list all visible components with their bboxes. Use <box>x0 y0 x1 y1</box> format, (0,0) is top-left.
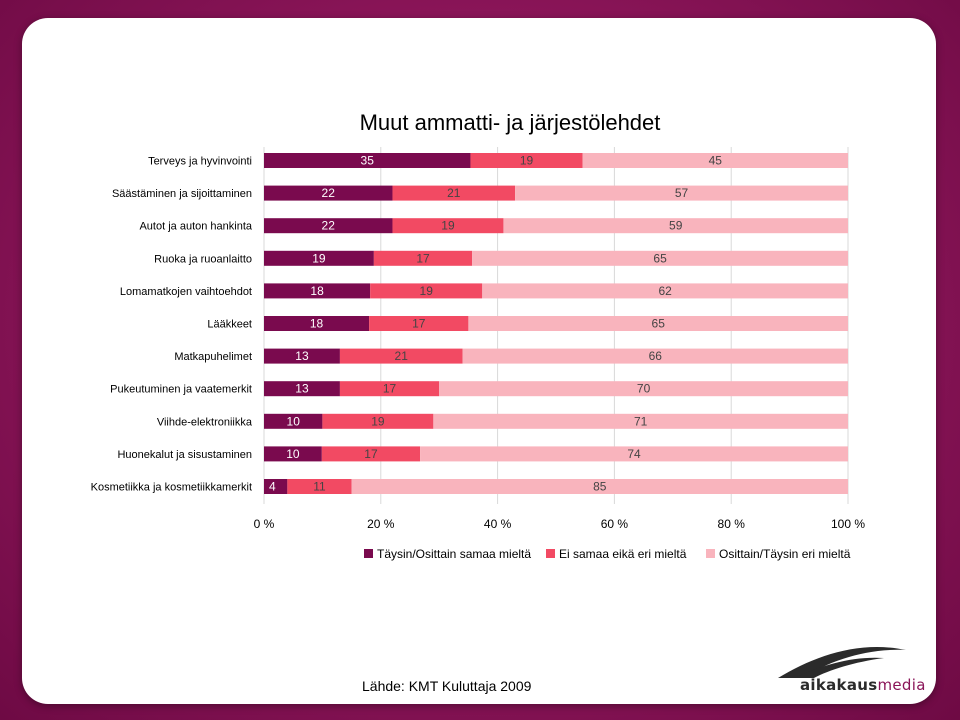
legend-label: Osittain/Täysin eri mieltä <box>719 547 851 561</box>
bar-segment <box>264 446 322 462</box>
bar-segment <box>322 413 434 429</box>
bar-segment <box>433 413 848 429</box>
data-label: 21 <box>395 349 409 363</box>
slide: Muut ammatti- ja järjestölehdet Terveys j… <box>22 18 936 704</box>
data-label: 13 <box>295 349 309 363</box>
data-label: 10 <box>286 447 300 461</box>
x-tick-label: 60 % <box>601 517 629 531</box>
bar-segment <box>264 218 393 234</box>
data-label: 4 <box>269 480 276 494</box>
bar-segment <box>470 153 583 168</box>
bar-segment <box>339 348 463 364</box>
data-label: 21 <box>447 186 461 200</box>
bar-segment <box>370 283 483 299</box>
bar-segment <box>472 250 848 266</box>
data-label: 71 <box>634 414 648 428</box>
data-label: 17 <box>412 317 426 331</box>
bar-segment <box>264 413 323 429</box>
bar-segment <box>351 479 848 494</box>
category-label: Autot ja auton hankinta <box>139 221 252 233</box>
category-label: Terveys ja hyvinvointi <box>148 156 252 168</box>
data-label: 74 <box>627 447 641 461</box>
data-label: 19 <box>441 219 455 233</box>
bar-segment <box>482 283 848 299</box>
data-label: 66 <box>649 349 663 363</box>
bar-segment <box>264 283 371 299</box>
data-label: 70 <box>637 382 651 396</box>
data-label: 62 <box>658 284 672 298</box>
data-label: 17 <box>383 382 397 396</box>
data-label: 17 <box>364 447 378 461</box>
bar-segment <box>468 316 848 331</box>
data-label: 45 <box>709 154 723 168</box>
category-label: Huonekalut ja sisustaminen <box>117 449 252 461</box>
category-label: Pukeutuminen ja vaatemerkit <box>110 384 252 396</box>
data-label: 19 <box>371 414 385 428</box>
bar-segment <box>264 381 340 397</box>
chart: Muut ammatti- ja järjestölehdet Terveys j… <box>91 110 866 561</box>
x-tick-label: 20 % <box>367 517 395 531</box>
x-tick-label: 40 % <box>484 517 512 531</box>
bar-segment <box>264 316 370 331</box>
data-label: 57 <box>675 186 689 200</box>
chart-title: Muut ammatti- ja järjestölehdet <box>360 110 661 135</box>
category-label: Ruoka ja ruoanlaitto <box>154 253 252 265</box>
category-label: Lomamatkojen vaihtoehdot <box>120 286 252 298</box>
logo-wordmark: aikakausmedia <box>800 676 926 694</box>
bar-segment <box>462 348 848 364</box>
x-tick-label: 100 % <box>831 517 865 531</box>
bar-segment <box>503 218 848 234</box>
bar-segment <box>264 479 288 494</box>
bar-segment <box>392 185 516 201</box>
bar-segment <box>264 185 393 201</box>
category-label: Matkapuhelimet <box>174 351 252 363</box>
bar-segment <box>287 479 352 494</box>
x-tick-label: 80 % <box>718 517 746 531</box>
data-label: 65 <box>652 317 666 331</box>
bar-segment <box>439 381 848 397</box>
bar-segment <box>369 316 469 331</box>
data-label: 85 <box>593 480 607 494</box>
data-label: 19 <box>312 251 326 265</box>
bar-segment <box>392 218 504 234</box>
legend-label: Ei samaa eikä eri mieltä <box>559 547 687 561</box>
data-label: 19 <box>520 154 534 168</box>
bar-segment <box>373 250 473 266</box>
category-label: Lääkkeet <box>207 319 252 331</box>
bar-segment <box>582 153 848 168</box>
data-label: 65 <box>653 251 667 265</box>
data-label: 22 <box>322 186 336 200</box>
legend-swatch <box>364 549 373 558</box>
category-label: Säästäminen ja sijoittaminen <box>112 188 252 200</box>
data-label: 19 <box>420 284 434 298</box>
logo-accent: media <box>877 676 926 694</box>
data-label: 22 <box>322 219 336 233</box>
data-label: 17 <box>416 251 430 265</box>
legend-label: Täysin/Osittain samaa mieltä <box>377 547 531 561</box>
bar-segment <box>515 185 848 201</box>
aikakausmedia-logo-icon <box>778 646 906 678</box>
data-label: 18 <box>310 317 324 331</box>
x-tick-label: 0 % <box>254 517 275 531</box>
legend-swatch <box>546 549 555 558</box>
category-label: Viihde-elektroniikka <box>157 416 253 428</box>
bar-segment <box>264 250 374 266</box>
data-label: 13 <box>295 382 309 396</box>
bar-segment <box>264 153 471 168</box>
legend-swatch <box>706 549 715 558</box>
data-label: 18 <box>310 284 324 298</box>
source-text: Lähde: KMT Kuluttaja 2009 <box>362 678 532 694</box>
data-label: 11 <box>313 480 326 494</box>
data-label: 59 <box>669 219 683 233</box>
bar-segment <box>339 381 440 397</box>
bar-segment <box>264 348 340 364</box>
category-label: Kosmetiikka ja kosmetiikkamerkit <box>91 482 252 494</box>
data-label: 35 <box>361 154 375 168</box>
bar-segment <box>321 446 421 462</box>
bar-segment <box>420 446 848 462</box>
data-label: 10 <box>287 414 301 428</box>
logo-main: aikakaus <box>800 676 878 694</box>
